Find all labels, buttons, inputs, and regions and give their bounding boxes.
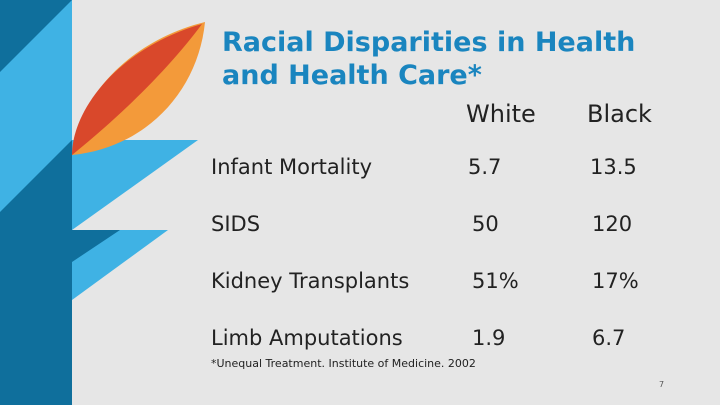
title-line-1: Racial Disparities in Health	[222, 27, 636, 58]
footnote-citation: *Unequal Treatment. Institute of Medicin…	[211, 357, 476, 370]
cell-sids-black: 120	[592, 212, 633, 236]
title-line-2: and Health Care*	[222, 60, 482, 91]
decorative-logo-shapes	[0, 0, 205, 405]
column-header-white: White	[466, 100, 536, 128]
cell-kidney-transplants-white: 51%	[472, 269, 519, 293]
row-label-kidney-transplants: Kidney Transplants	[211, 269, 410, 293]
row-label-limb-amputations: Limb Amputations	[211, 326, 403, 350]
dark-blue-wedge	[0, 140, 72, 405]
blue-stem-upper	[72, 140, 198, 230]
page-number: 7	[659, 380, 665, 389]
dark-blue-triangle-top	[0, 0, 72, 72]
cell-sids-white: 50	[472, 212, 499, 236]
row-label-sids: SIDS	[211, 212, 261, 236]
row-label-infant-mortality: Infant Mortality	[211, 155, 373, 179]
leaf-red	[72, 24, 202, 155]
dark-blue-stem-shadow	[72, 230, 120, 262]
cell-limb-amputations-white: 1.9	[472, 326, 506, 350]
cell-kidney-transplants-black: 17%	[592, 269, 639, 293]
slide-title: Racial Disparities in Health and Health …	[222, 26, 692, 92]
blue-stem-lower	[72, 230, 168, 300]
cell-infant-mortality-white: 5.7	[468, 155, 502, 179]
cell-limb-amputations-black: 6.7	[592, 326, 626, 350]
cell-infant-mortality-black: 13.5	[590, 155, 637, 179]
column-header-black: Black	[587, 100, 652, 128]
